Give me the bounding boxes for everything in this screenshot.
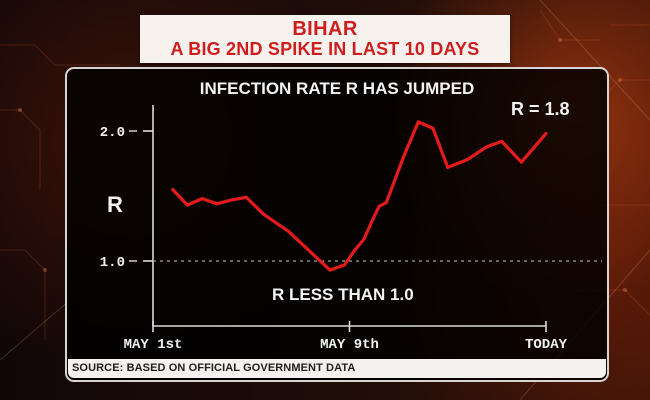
r-value-line — [171, 120, 548, 272]
headline-card: BIHAR A BIG 2ND SPIKE IN LAST 10 DAYS — [140, 15, 510, 63]
r-value-point-4 — [215, 202, 219, 206]
r-value-point-5 — [230, 198, 234, 202]
x-tick-label-today: TODAY — [525, 337, 568, 353]
chart-title: INFECTION RATE R HAS JUMPED — [200, 79, 475, 98]
r-value-point-8 — [286, 229, 290, 233]
y-tick-label-1: 1.0 — [100, 255, 125, 271]
r-value-point-24 — [500, 140, 504, 143]
r-value-point-22 — [466, 158, 469, 161]
r-value-point-18 — [402, 155, 405, 159]
headline-title: BIHAR — [292, 18, 358, 40]
latest-r-label: R = 1.8 — [511, 99, 570, 119]
r-value-point-17 — [392, 181, 396, 185]
reference-annotation: R LESS THAN 1.0 — [272, 285, 414, 304]
x-tick-label-may-9: MAY 9th — [320, 337, 379, 353]
r-value-point-7 — [262, 212, 265, 216]
r-value-point-19 — [416, 120, 420, 124]
r-value-point-15 — [377, 205, 381, 208]
r-value-point-2 — [185, 203, 189, 207]
r-value-point-16 — [384, 201, 388, 204]
r-value-point-3 — [200, 197, 204, 201]
r-value-point-23 — [485, 145, 489, 148]
r-value-point-26 — [544, 132, 548, 135]
r-value-point-1 — [171, 188, 175, 191]
r-value-point-12 — [353, 249, 356, 253]
r-value-point-9 — [306, 247, 310, 251]
r-value-point-10 — [328, 268, 332, 272]
chart-panel — [65, 67, 609, 382]
y-axis-label: R — [107, 192, 123, 217]
source-bar: SOURCE: BASED ON OFFICIAL GOVERNMENT DAT… — [68, 359, 606, 378]
x-tick-label-may-1: MAY 1st — [124, 337, 183, 353]
infection-rate-chart: INFECTION RATE R HAS JUMPED R R LESS THA… — [100, 79, 602, 353]
source-text: SOURCE: BASED ON OFFICIAL GOVERNMENT DAT… — [72, 362, 356, 374]
r-value-point-11 — [343, 263, 346, 267]
headline-subtitle: A BIG 2ND SPIKE IN LAST 10 DAYS — [170, 39, 480, 59]
r-value-points — [171, 120, 548, 272]
r-value-point-25 — [520, 160, 523, 164]
y-tick-label-2: 2.0 — [100, 125, 125, 141]
r-value-point-21 — [446, 166, 450, 169]
r-value-point-13 — [362, 237, 366, 241]
r-value-point-20 — [431, 127, 435, 130]
r-value-point-14 — [370, 220, 374, 224]
r-value-point-6 — [244, 195, 248, 199]
